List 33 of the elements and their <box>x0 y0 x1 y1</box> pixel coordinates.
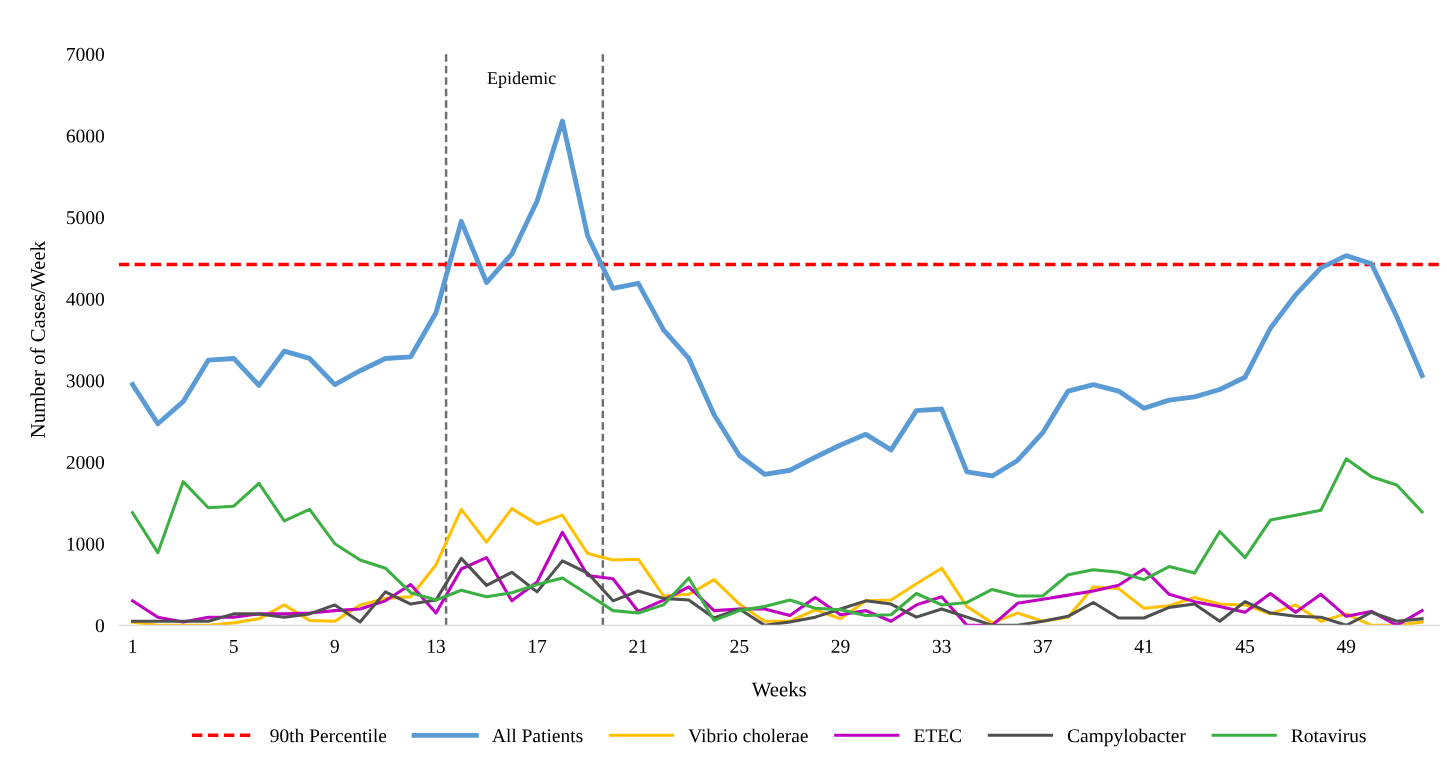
legend-label: All Patients <box>492 728 583 743</box>
x-tick-label: 29 <box>831 639 850 653</box>
x-tick-label: 41 <box>1134 639 1153 653</box>
x-axis-title: Weeks <box>751 681 806 697</box>
y-axis-title: Number of Cases/Week <box>30 241 46 438</box>
y-tick-label: 6000 <box>66 129 105 143</box>
x-tick-label: 17 <box>529 639 547 653</box>
line-series <box>131 556 1424 626</box>
line-series <box>131 457 1424 622</box>
x-tick-label: 1 <box>129 639 137 653</box>
y-tick-label: 4000 <box>66 292 105 306</box>
x-tick-label: 49 <box>1336 639 1356 653</box>
y-tick-label: 1000 <box>67 537 105 551</box>
legend-label: Campylobacter <box>1067 728 1186 747</box>
x-tick-label: 21 <box>629 639 647 653</box>
legend-label: Rotavirus <box>1291 729 1366 743</box>
x-tick-label: 33 <box>932 639 951 653</box>
y-tick-label: 5000 <box>67 211 105 225</box>
legend-label: Vibrio cholerae <box>688 728 808 743</box>
annotation: Epidemic <box>487 71 556 88</box>
line-series <box>130 118 1425 479</box>
y-tick-label: 0 <box>95 619 105 633</box>
x-tick-label: 45 <box>1235 639 1255 653</box>
legend-label: ETEC <box>914 729 962 743</box>
y-tick-label: 3000 <box>66 374 105 388</box>
y-tick-label: 7000 <box>67 47 105 61</box>
x-tick-label: 5 <box>229 639 238 653</box>
x-tick-label: 9 <box>330 639 339 653</box>
legend-label: 90th Percentile <box>270 728 387 743</box>
x-tick-label: 37 <box>1034 639 1052 653</box>
x-tick-label: 25 <box>730 639 749 653</box>
y-tick-label: 2000 <box>66 455 105 470</box>
x-tick-label: 13 <box>427 639 445 653</box>
